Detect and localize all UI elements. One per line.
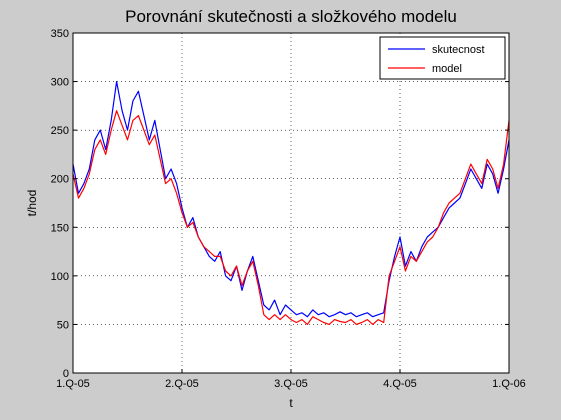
y-tick-label: 200 <box>51 174 69 186</box>
x-tick-label: 1.Q-05 <box>56 378 90 390</box>
x-tick-label: 4.Q-05 <box>383 378 417 390</box>
x-axis-ticks: 1.Q-05 2.Q-05 3.Q-05 4.Q-05 1.Q-06 <box>56 369 526 390</box>
series-line-model <box>72 110 510 325</box>
series-lines <box>72 80 510 325</box>
y-tick-label: 0 <box>63 368 69 380</box>
chart-title: Porovnání skutečnosti a složkového model… <box>125 7 457 26</box>
y-axis-label: t/hod <box>25 190 39 217</box>
y-tick-label: 50 <box>57 319 69 331</box>
grid-lines <box>73 33 509 373</box>
x-axis-label: t <box>289 396 293 410</box>
legend: skutecnost model <box>379 36 506 80</box>
y-axis-ticks: 0 50 100 150 200 250 300 350 <box>51 28 509 380</box>
y-tick-label: 300 <box>51 77 69 89</box>
legend-label-skutecnost: skutecnost <box>432 44 485 56</box>
y-tick-label: 350 <box>51 28 69 40</box>
y-tick-label: 150 <box>51 222 69 234</box>
series-line-skutecnost <box>72 80 510 318</box>
x-tick-label: 1.Q-06 <box>492 378 526 390</box>
x-tick-label: 3.Q-05 <box>274 378 308 390</box>
legend-label-model: model <box>432 63 462 75</box>
y-tick-label: 100 <box>51 271 69 283</box>
x-tick-label: 2.Q-05 <box>165 378 199 390</box>
y-tick-label: 250 <box>51 125 69 137</box>
legend-box <box>379 36 506 80</box>
